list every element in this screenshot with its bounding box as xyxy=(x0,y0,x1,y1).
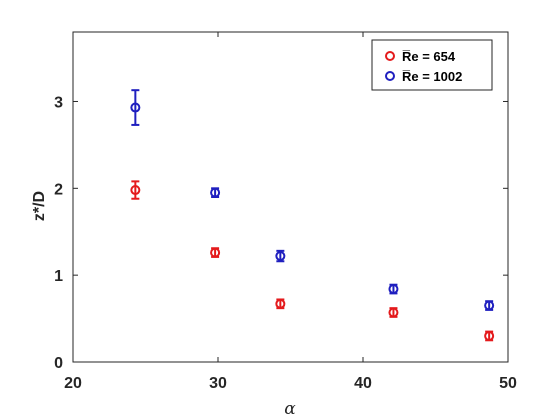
legend-box xyxy=(371,39,493,91)
data-point xyxy=(130,102,141,113)
data-point xyxy=(388,307,399,318)
y-tick-label: 1 xyxy=(54,268,63,285)
data-point xyxy=(484,300,495,311)
x-tick-label: 50 xyxy=(499,375,517,392)
legend-label-series-1: R̅e = 654 xyxy=(402,49,456,64)
series-2 xyxy=(130,89,495,311)
x-axis: 20 30 40 50 xyxy=(64,32,517,392)
series-layer xyxy=(130,89,495,342)
legend: R̅e = 654 R̅e = 1002 xyxy=(371,39,493,91)
data-point xyxy=(484,330,495,341)
y-tick-label: 3 xyxy=(54,94,63,111)
y-tick-label: 2 xyxy=(54,181,63,198)
data-point xyxy=(275,251,286,262)
y-axis: 0 1 2 3 xyxy=(54,94,508,372)
x-axis-label: α xyxy=(284,399,296,419)
x-tick-label: 20 xyxy=(64,375,82,392)
y-axis-label: z*/D xyxy=(31,191,48,221)
data-point xyxy=(388,284,399,295)
series-1 xyxy=(130,180,495,342)
data-point xyxy=(275,298,286,309)
data-point xyxy=(130,185,141,196)
data-point xyxy=(210,187,221,198)
data-point xyxy=(210,247,221,258)
y-tick-label: 0 xyxy=(54,355,63,372)
legend-label-series-2: R̅e = 1002 xyxy=(402,69,462,84)
x-tick-label: 30 xyxy=(209,375,227,392)
legend-marker-series-2 xyxy=(385,71,395,81)
legend-marker-series-1 xyxy=(385,51,395,61)
x-tick-label: 40 xyxy=(354,375,372,392)
